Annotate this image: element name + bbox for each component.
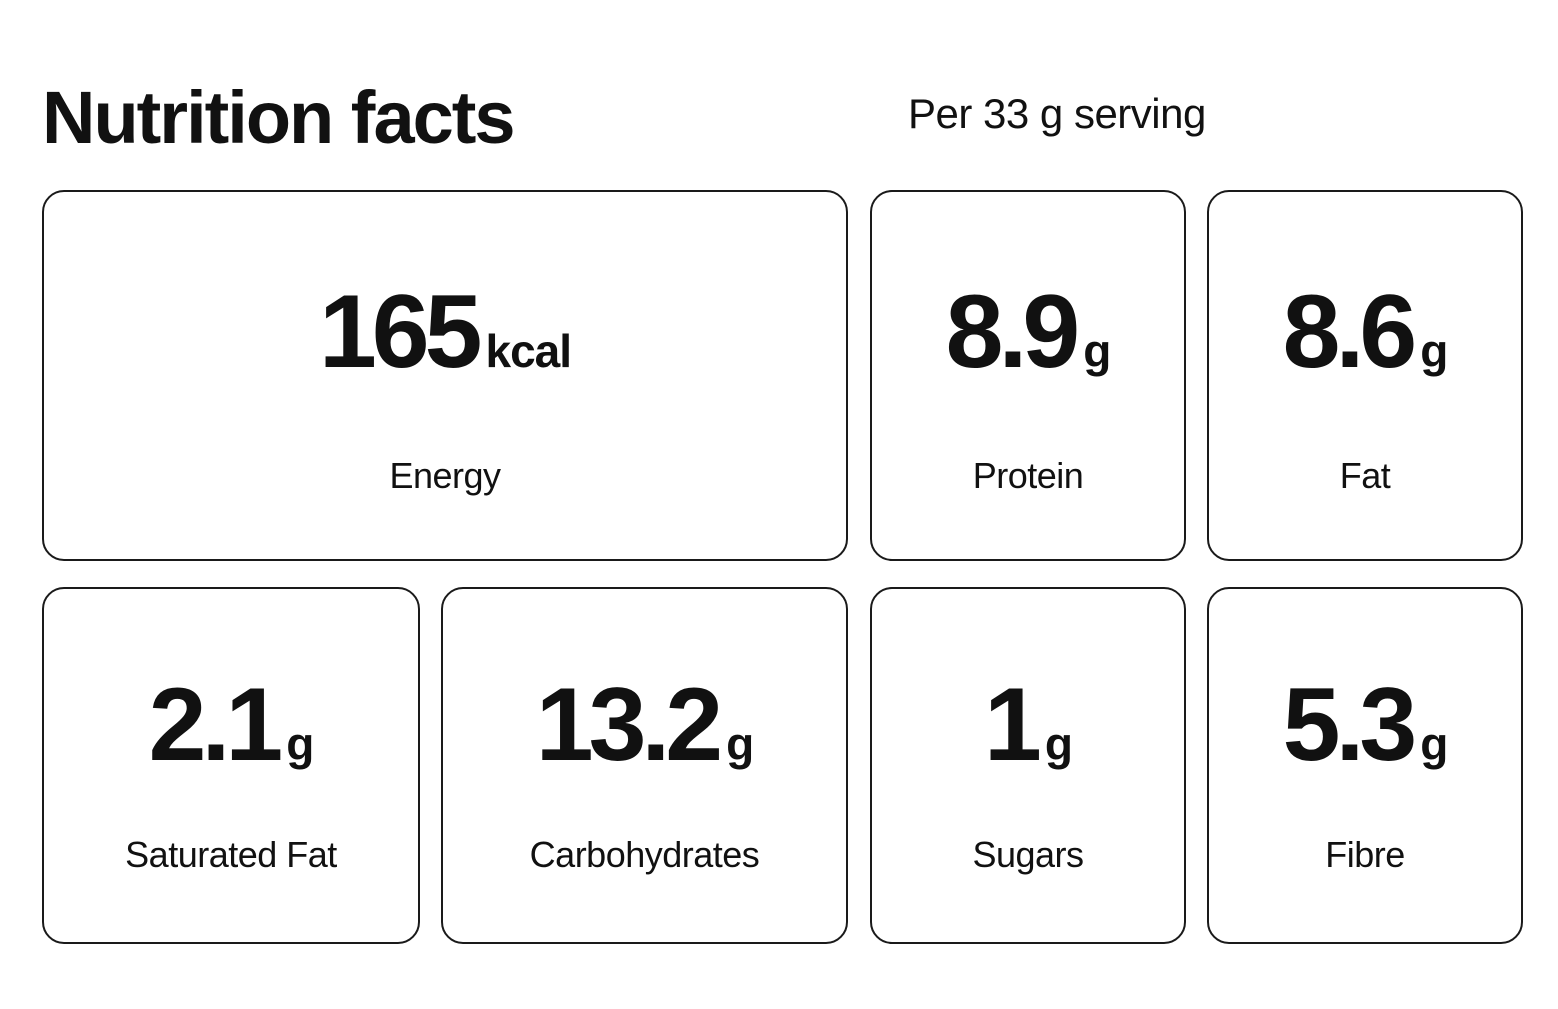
- nutrient-unit: g: [1083, 325, 1111, 377]
- nutrient-amount: 8.6: [1282, 274, 1418, 390]
- nutrient-value: 165 kcal: [44, 280, 846, 384]
- nutrient-label: Saturated Fat: [125, 834, 337, 875]
- nutrient-label: Energy: [389, 455, 501, 496]
- nutrient-unit: g: [1044, 718, 1073, 770]
- nutrient-value: 13.2 g: [443, 673, 846, 777]
- nutrient-card-energy: 165 kcal Energy: [42, 190, 848, 561]
- serving-size: Per 33 g serving: [908, 90, 1206, 137]
- nutrient-value: 5.3 g: [1209, 673, 1521, 777]
- nutrient-card-fat: 8.6 g Fat: [1207, 190, 1523, 561]
- nutrient-amount: 13.2: [535, 667, 723, 783]
- nutrient-label: Sugars: [972, 834, 1084, 875]
- nutrient-card-protein: 8.9 g Protein: [870, 190, 1186, 561]
- nutrient-card-saturated-fat: 2.1 g Saturated Fat: [42, 587, 420, 944]
- nutrient-unit: kcal: [485, 325, 573, 377]
- nutrient-unit: g: [726, 718, 754, 770]
- nutrient-label: Fat: [1339, 455, 1391, 496]
- nutrient-label: Carbohydrates: [529, 834, 760, 875]
- nutrient-unit: g: [1420, 325, 1448, 377]
- nutrient-amount: 1: [984, 667, 1042, 783]
- page-title: Nutrition facts: [42, 76, 516, 159]
- nutrient-amount: 2.1: [148, 667, 284, 783]
- nutrient-label: Fibre: [1325, 834, 1405, 875]
- nutrient-amount: 165: [318, 274, 483, 390]
- nutrient-unit: g: [286, 718, 314, 770]
- nutrient-amount: 5.3: [1282, 667, 1418, 783]
- nutrient-card-fibre: 5.3 g Fibre: [1207, 587, 1523, 944]
- nutrient-value: 2.1 g: [44, 673, 418, 777]
- nutrient-value: 8.6 g: [1209, 280, 1521, 384]
- nutrient-value: 8.9 g: [872, 280, 1184, 384]
- nutrient-card-carbohydrates: 13.2 g Carbohydrates: [441, 587, 848, 944]
- nutrient-amount: 8.9: [945, 274, 1081, 390]
- nutrient-label: Protein: [972, 455, 1084, 496]
- nutrient-unit: g: [1420, 718, 1448, 770]
